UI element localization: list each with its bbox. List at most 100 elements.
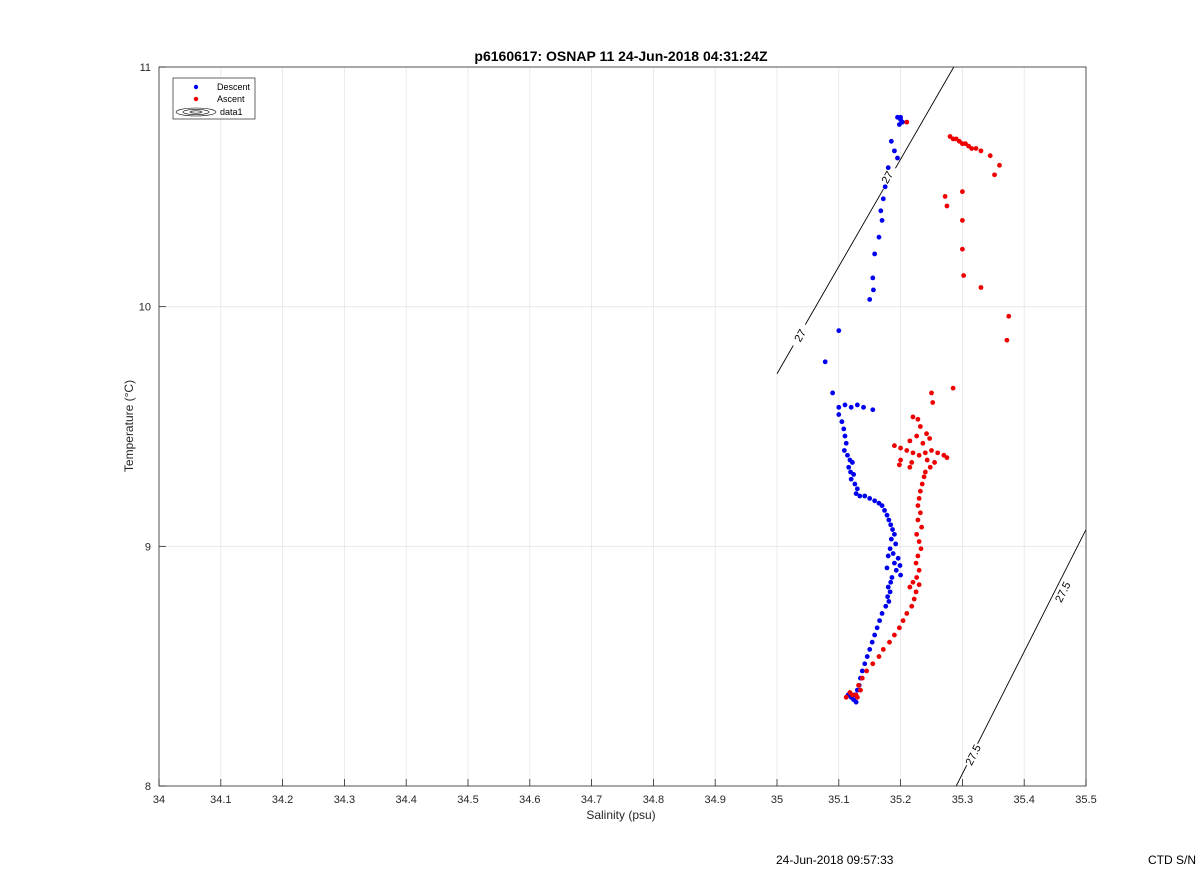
data-point	[898, 457, 903, 463]
data-point	[924, 431, 929, 437]
data-point	[916, 539, 922, 544]
isopycnal-label: 27	[880, 169, 897, 186]
data-point	[910, 414, 916, 420]
data-point	[869, 639, 875, 645]
data-point	[915, 416, 921, 422]
data-point	[915, 553, 921, 559]
data-point	[887, 546, 893, 552]
legend-descent-marker	[193, 84, 199, 90]
data-point	[884, 512, 890, 518]
data-point	[992, 172, 997, 178]
data-point	[896, 122, 902, 127]
y-axis-label: Temperature (°C)	[122, 380, 136, 472]
data-point	[888, 579, 894, 585]
data-point	[822, 359, 828, 365]
data-point	[870, 661, 876, 667]
data-point	[872, 632, 878, 638]
data-point	[872, 498, 878, 504]
x-tick-label: 34.5	[457, 794, 478, 806]
data-point	[890, 527, 895, 532]
data-point	[932, 460, 937, 465]
data-point	[914, 433, 920, 439]
plot-area	[159, 67, 1086, 786]
data-point	[846, 464, 852, 470]
data-point	[919, 481, 925, 487]
data-point	[896, 625, 902, 631]
series-ascent	[843, 119, 1012, 700]
data-point	[870, 275, 876, 281]
data-point	[916, 496, 922, 501]
isopycnal-label-bg	[962, 741, 984, 769]
data-point	[892, 148, 897, 154]
data-point	[929, 390, 934, 396]
data-point	[853, 491, 859, 497]
data-point	[887, 639, 892, 645]
data-point	[848, 404, 854, 410]
data-point	[858, 687, 863, 693]
data-point	[911, 596, 917, 602]
data-point	[877, 618, 882, 624]
isopycnal-line	[955, 529, 1086, 786]
data-point	[907, 584, 913, 590]
isopycnal-label: 27	[792, 328, 809, 345]
data-point	[960, 189, 965, 195]
data-point	[843, 440, 849, 446]
x-tick-label: 35.4	[1013, 794, 1034, 806]
data-point	[882, 507, 887, 513]
data-points	[822, 114, 1012, 705]
data-point	[916, 582, 922, 588]
data-point	[856, 682, 861, 688]
data-point	[842, 433, 848, 439]
isopycnal-line	[776, 67, 955, 374]
data-point	[997, 162, 1002, 168]
data-point	[918, 546, 924, 552]
data-point	[895, 155, 900, 161]
data-point	[841, 426, 847, 432]
data-point	[878, 208, 884, 214]
x-tick-label: 34.4	[395, 794, 416, 806]
data-point	[898, 445, 903, 451]
data-point	[929, 448, 934, 453]
data-point	[914, 531, 920, 537]
data-point	[862, 493, 868, 499]
data-point	[909, 603, 915, 609]
data-point	[849, 692, 855, 698]
data-point	[1006, 313, 1012, 319]
grid-lines	[159, 67, 1086, 786]
data-point	[884, 565, 890, 571]
data-point	[883, 603, 889, 609]
data-point	[880, 196, 886, 202]
data-point	[978, 148, 984, 154]
data-point	[942, 194, 948, 199]
data-point	[870, 407, 876, 413]
data-point	[864, 654, 870, 659]
data-point	[922, 450, 928, 456]
data-point	[854, 486, 860, 492]
data-point	[885, 584, 891, 590]
data-point	[839, 419, 845, 425]
data-point	[900, 618, 906, 624]
data-point	[895, 555, 901, 561]
x-tick-label: 35.3	[952, 794, 973, 806]
y-tick-label: 10	[139, 302, 151, 314]
isopycnal-label-bg	[788, 322, 812, 349]
data-point	[892, 531, 897, 537]
data-point	[944, 203, 950, 209]
legend-contour-icon	[175, 107, 217, 117]
data-point	[950, 385, 956, 391]
data-point	[917, 510, 923, 516]
data-point	[836, 412, 842, 417]
data-point	[879, 503, 885, 508]
data-point	[886, 599, 892, 604]
data-point	[904, 119, 910, 125]
data-point	[944, 455, 950, 461]
x-tick-label: 34.3	[334, 794, 355, 806]
data-point	[969, 146, 975, 151]
data-point	[887, 589, 893, 595]
footer-timestamp: 24-Jun-2018 09:57:33	[776, 853, 894, 867]
data-point	[909, 460, 915, 465]
data-point	[879, 217, 885, 223]
y-tick-label: 9	[145, 541, 151, 553]
data-point	[888, 522, 894, 528]
